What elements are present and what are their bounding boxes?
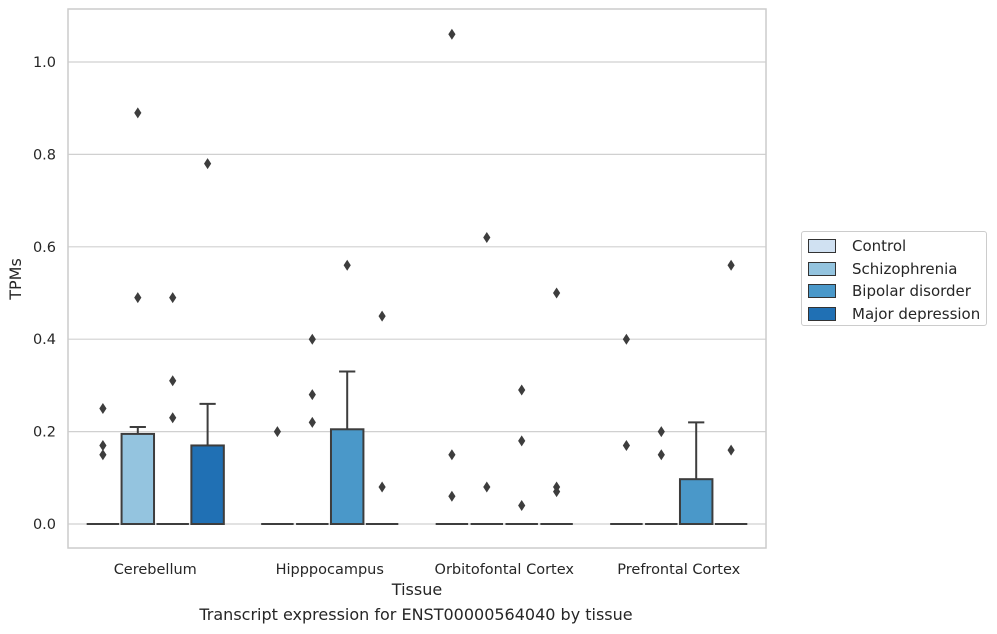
outlier-point (99, 439, 107, 451)
box-body (190, 444, 225, 525)
x-tick-label: Prefrontal Cortex (617, 562, 740, 578)
outlier-point (518, 435, 526, 447)
outlier-point (134, 107, 142, 119)
box-body (678, 478, 714, 526)
outlier-point (727, 444, 735, 456)
outlier-point (448, 490, 456, 502)
legend-item-bipolar-disorder: Bipolar disorder (808, 280, 986, 303)
outlier-point (727, 259, 735, 271)
legend: Control Schizophrenia Bipolar disorder M… (801, 231, 987, 326)
legend-item-major-depression: Major depression (808, 303, 986, 326)
chart-caption: Transcript expression for ENST0000056404… (199, 605, 633, 624)
outlier-point (622, 333, 630, 345)
x-tick-label: Hipppocampus (276, 562, 384, 578)
outlier-point (657, 449, 665, 461)
x-axis-label: Tissue (391, 580, 442, 599)
outlier-point (169, 412, 177, 424)
outlier-point (343, 259, 351, 271)
box-major-depression-cerebellum (190, 402, 225, 525)
outlier-point (99, 403, 107, 414)
outlier-point (378, 310, 386, 322)
outlier-point (483, 481, 491, 493)
outlier-point (204, 158, 212, 170)
outliers (99, 28, 735, 512)
outlier-point (169, 292, 177, 304)
outlier-point (657, 426, 665, 438)
legend-label-bipolar-disorder: Bipolar disorder (852, 282, 971, 301)
y-tick-label: 0.0 (33, 517, 56, 533)
outlier-point (378, 481, 386, 493)
legend-label-schizophrenia: Schizophrenia (852, 259, 958, 278)
x-tick-label: Cerebellum (114, 562, 197, 578)
y-tick-labels: 0.0 0.2 0.4 0.6 0.8 1.0 (33, 55, 56, 533)
outlier-point (448, 28, 456, 40)
legend-item-schizophrenia: Schizophrenia (808, 258, 986, 281)
legend-label-control: Control (852, 237, 907, 256)
box-body (329, 428, 365, 526)
y-tick-label: 0.4 (33, 332, 56, 348)
y-tick-label: 0.8 (33, 147, 56, 163)
box-bipolar-disorder-prefrontal-cortex (678, 421, 714, 526)
outlier-point (273, 426, 281, 438)
outlier-point (99, 449, 107, 461)
outlier-point (169, 375, 177, 387)
y-axis-label: TPMs (6, 258, 25, 301)
y-tick-label: 0.6 (33, 240, 56, 256)
outlier-point (553, 287, 561, 299)
box-body (120, 432, 156, 525)
x-tick-labels: Cerebellum Hipppocampus Orbitofontal Corte… (114, 562, 741, 578)
outlier-point (483, 232, 491, 244)
legend-item-control: Control (808, 235, 986, 258)
outlier-point (553, 486, 561, 498)
legend-swatch-major-depression (808, 306, 836, 321)
outlier-point (622, 439, 630, 451)
outlier-point (518, 384, 526, 396)
outlier-point (308, 416, 316, 428)
legend-label-major-depression: Major depression (852, 304, 981, 323)
outlier-point (134, 292, 142, 304)
outlier-point (308, 389, 316, 401)
box-bipolar-disorder-hipppocampus (329, 370, 365, 526)
y-tick-label: 1.0 (33, 55, 56, 71)
y-tick-label: 0.2 (33, 425, 56, 441)
plot-frame (67, 8, 767, 549)
legend-swatch-schizophrenia (808, 261, 836, 276)
boxes (86, 370, 748, 526)
box-schizophrenia-cerebellum (120, 425, 156, 525)
x-tick-label: Orbitofontal Cortex (435, 562, 575, 578)
outlier-point (308, 333, 316, 345)
legend-swatch-bipolar-disorder (808, 284, 836, 299)
outlier-point (448, 449, 456, 461)
outlier-point (518, 500, 526, 512)
legend-swatch-control (808, 239, 836, 254)
